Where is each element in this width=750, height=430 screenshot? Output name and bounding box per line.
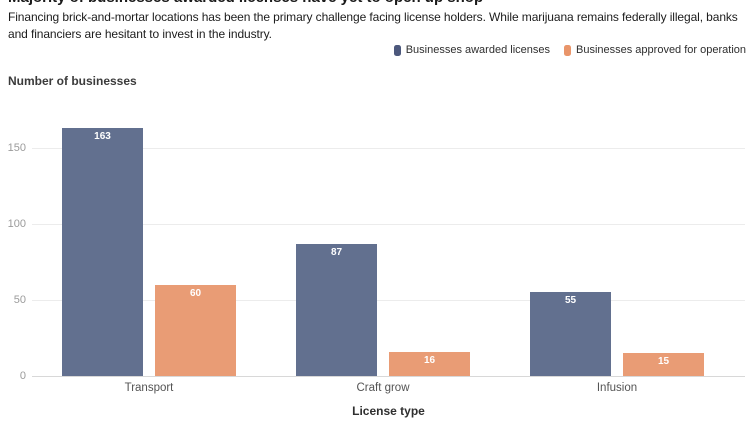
bar-value-label: 55 [564,295,577,307]
bar-approved-craft-grow: 16 [389,351,470,376]
bar-awarded-infusion: 55 [530,292,611,376]
clipped-page-title: Majority of businesses awarded licenses … [8,0,728,7]
bar-value-label: 163 [94,131,111,143]
y-tick-label-0: 0 [19,370,26,382]
legend-label: Businesses approved for operation [576,44,746,56]
bar-value-label: 87 [330,246,343,258]
gridline-150 [32,148,745,149]
y-axis-title: Number of businesses [8,74,137,88]
legend-label: Businesses awarded licenses [405,44,550,56]
legend-swatch-icon [564,44,571,56]
bar-approved-transport: 60 [155,284,236,376]
legend-item-0: Businesses awarded licenses [393,44,550,56]
x-axis-title: License type [352,404,425,418]
gridline-100 [32,224,745,225]
gridline-0 [32,376,745,377]
y-tick-label-150: 150 [7,142,26,154]
bar-value-label: 15 [657,356,670,368]
legend-swatch-icon [393,44,401,56]
bar-approved-infusion: 15 [623,353,704,376]
x-tick-label-craft-grow: Craft grow [356,382,410,394]
y-tick-label-50: 50 [13,294,26,306]
bar-awarded-craft-grow: 87 [296,243,377,376]
legend-item-1: Businesses approved for operation [564,44,746,56]
bar-value-label: 60 [189,287,202,299]
chart-legend: Businesses awarded licenses Businesses ap… [393,44,746,56]
x-tick-label-infusion: Infusion [596,382,638,394]
gridline-50 [32,300,745,301]
bar-awarded-transport: 163 [62,128,143,376]
bar-value-label: 16 [423,354,436,366]
clipped-page-title-text: Majority of businesses awarded licenses … [8,0,483,6]
y-tick-label-100: 100 [7,218,26,230]
chart-description: Financing brick-and-mortar locations has… [8,10,738,42]
x-tick-label-transport: Transport [124,382,174,394]
